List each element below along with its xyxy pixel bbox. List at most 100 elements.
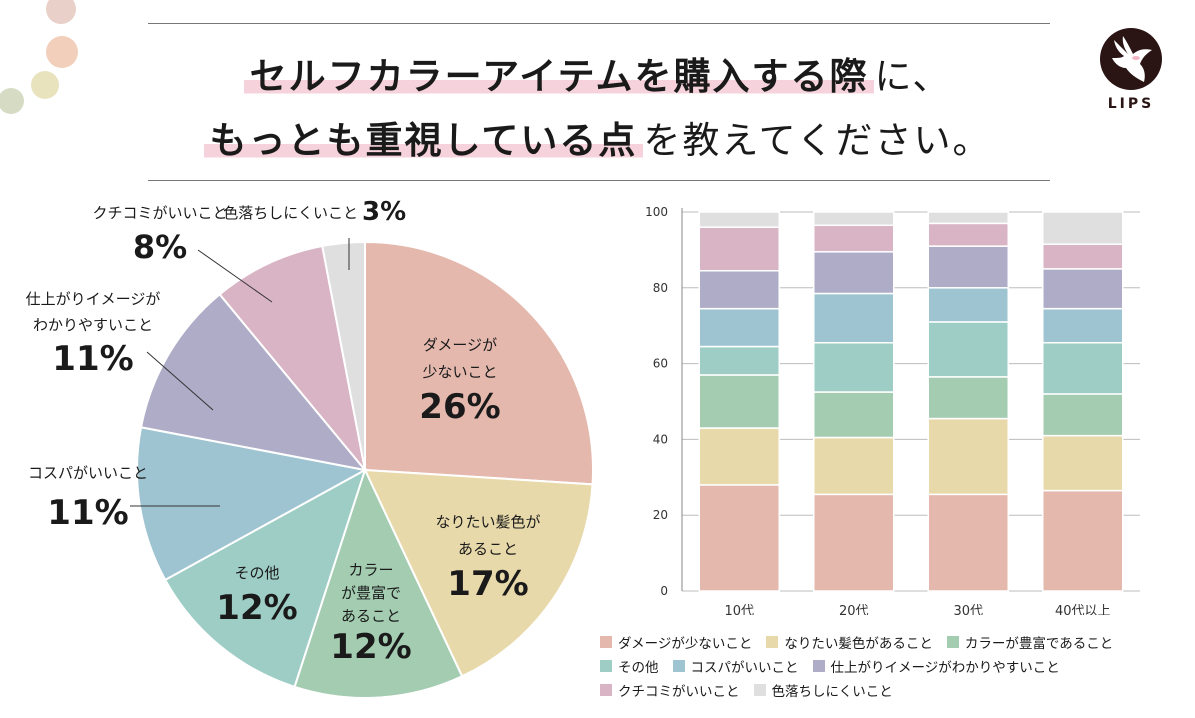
stacked-bar-chart: 0 20 40 60 80 100 10代 20代 30代 40代以上 xyxy=(645,205,1140,615)
bar-segment-other-0 xyxy=(698,345,780,376)
legend-swatch-review xyxy=(600,684,612,696)
bar-segment-review-1 xyxy=(813,224,895,253)
x-tick-3: 40代以上 xyxy=(1055,604,1111,615)
legend-row: ダメージが少ないこと なりたい髪色があること カラーが豊富であること xyxy=(600,630,1190,654)
bar-segment-hair_color-1 xyxy=(813,436,895,496)
y-tick-40: 40 xyxy=(653,432,668,446)
pie-value-hair_color: 17% xyxy=(447,564,528,604)
bar-segment-fade-1 xyxy=(813,211,895,227)
decor-dot-2 xyxy=(46,36,78,68)
bar-segment-finish-0 xyxy=(698,269,780,310)
bar-segment-fade-3 xyxy=(1042,211,1124,245)
pie-value-variety: 12% xyxy=(330,627,411,667)
bar-segment-variety-3 xyxy=(1042,393,1124,437)
y-tick-60: 60 xyxy=(653,357,668,371)
bar-segment-damage-1 xyxy=(813,493,895,592)
pie-slice-review xyxy=(218,244,366,471)
legend-item-finish: 仕上がりイメージがわかりやすいこと xyxy=(812,656,1060,676)
title-line-2-rest: を教えてください。 xyxy=(643,119,992,162)
decor-dot-3 xyxy=(31,71,59,99)
bar-segment-hair_color-3 xyxy=(1042,434,1124,492)
logo-text: LIPS xyxy=(1107,96,1155,112)
pie-label-cospa: コスパがいいこと xyxy=(28,464,148,482)
x-tick-0: 10代 xyxy=(724,604,754,615)
pie-slice-finish xyxy=(139,292,368,472)
bar-segment-cospa-1 xyxy=(813,292,895,344)
legend-row: その他 コスパがいいこと 仕上がりイメージがわかりやすいこと xyxy=(600,654,1190,678)
legend-swatch-other xyxy=(600,660,612,672)
bar-segment-cospa-0 xyxy=(698,307,780,348)
title-line-1-rest: に、 xyxy=(874,55,952,98)
legend-swatch-hair_color xyxy=(766,636,779,648)
leader-line-review xyxy=(197,249,273,303)
decor-dot-1 xyxy=(46,0,76,24)
bar-segment-other-2 xyxy=(927,321,1009,378)
title-line-2: もっとも重視している点 を教えてください。 xyxy=(0,110,1195,164)
pie-label-review: クチコミがいいこと xyxy=(92,204,227,222)
pie-label-other: その他 xyxy=(234,564,279,582)
legend-swatch-cospa xyxy=(672,660,685,672)
pie-label-variety: が豊富で xyxy=(341,584,401,602)
bar-segment-other-1 xyxy=(813,342,895,393)
bar-segment-review-2 xyxy=(927,222,1009,247)
decor-dot-4 xyxy=(0,88,24,114)
pie-label-damage: ダメージが xyxy=(423,336,497,354)
pie-label-finish: 仕上がりイメージが xyxy=(26,290,161,308)
title-rule-top xyxy=(148,23,1050,24)
y-tick-100: 100 xyxy=(645,205,668,219)
bar-segment-review-0 xyxy=(698,226,780,272)
legend-label-finish: 仕上がりイメージがわかりやすいこと xyxy=(830,660,1060,676)
leader-line-finish xyxy=(146,351,214,411)
legend-label-variety: カラーが豊富であること xyxy=(964,636,1114,652)
legend-label-other: その他 xyxy=(618,660,659,676)
pie-label-hair_color: なりたい髪色が xyxy=(435,513,540,531)
x-tick-1: 20代 xyxy=(839,604,869,615)
legend-item-other: その他 xyxy=(600,656,659,676)
pie-value-finish: 11% xyxy=(52,339,133,379)
bar-segment-review-3 xyxy=(1042,243,1124,270)
title-line-1: セルフカラーアイテムを購入する際 に、 xyxy=(0,46,1195,100)
bar-segment-variety-0 xyxy=(698,374,780,429)
bar-segment-finish-3 xyxy=(1042,268,1124,310)
bar-legend: ダメージが少ないこと なりたい髪色があること カラーが豊富であることその他 コスパがい… xyxy=(600,630,1190,702)
legend-swatch-fade xyxy=(753,684,766,696)
pie-value-cospa: 11% xyxy=(47,493,128,533)
legend-swatch-variety xyxy=(946,636,959,648)
y-tick-80: 80 xyxy=(653,281,668,295)
pie-slice-damage xyxy=(364,240,594,486)
pie-slice-fade xyxy=(321,240,366,471)
bar-segment-cospa-3 xyxy=(1042,307,1124,344)
legend-label-hair_color: なりたい髪色があること xyxy=(784,636,933,652)
pie-label-fade: 色落ちしにくいこと xyxy=(223,204,358,222)
bar-segment-damage-3 xyxy=(1042,489,1124,592)
legend-label-cospa: コスパがいいこと xyxy=(690,660,799,676)
pie-slice-variety xyxy=(293,467,464,699)
legend-swatch-finish xyxy=(812,660,825,672)
bar-segment-cospa-2 xyxy=(927,287,1009,323)
legend-item-review: クチコミがいいこと xyxy=(600,680,740,700)
bar-segment-fade-0 xyxy=(698,211,780,228)
title-line-1-highlight: セルフカラーアイテムを購入する際 xyxy=(243,55,875,98)
title-rule-bottom xyxy=(148,180,1050,181)
pie-label-finish: わかりやすいこと xyxy=(33,316,153,334)
bar-segment-damage-2 xyxy=(927,493,1009,592)
pie-value-other: 12% xyxy=(216,588,297,628)
x-tick-2: 30代 xyxy=(953,604,983,615)
legend-label-damage: ダメージが少ないこと xyxy=(618,636,753,652)
bar-segment-fade-2 xyxy=(927,211,1009,225)
pie-label-variety: カラー xyxy=(348,561,393,579)
pie-value-damage: 26% xyxy=(419,387,500,427)
pie-value-fade: 3% xyxy=(362,197,406,227)
pie-label-damage: 少ないこと xyxy=(422,363,497,381)
y-tick-20: 20 xyxy=(653,508,668,522)
legend-item-fade: 色落ちしにくいこと xyxy=(753,680,893,700)
pie-value-review: 8% xyxy=(133,228,187,266)
pie-label-variety: あること xyxy=(341,607,401,625)
lips-logo: LIPS xyxy=(1100,28,1162,112)
legend-label-fade: 色落ちしにくいこと xyxy=(771,684,893,700)
legend-swatch-damage xyxy=(600,636,612,648)
legend-item-variety: カラーが豊富であること xyxy=(946,632,1114,652)
legend-item-cospa: コスパがいいこと xyxy=(672,656,799,676)
pie-slice-other xyxy=(163,467,367,689)
legend-item-hair_color: なりたい髪色があること xyxy=(766,632,933,652)
